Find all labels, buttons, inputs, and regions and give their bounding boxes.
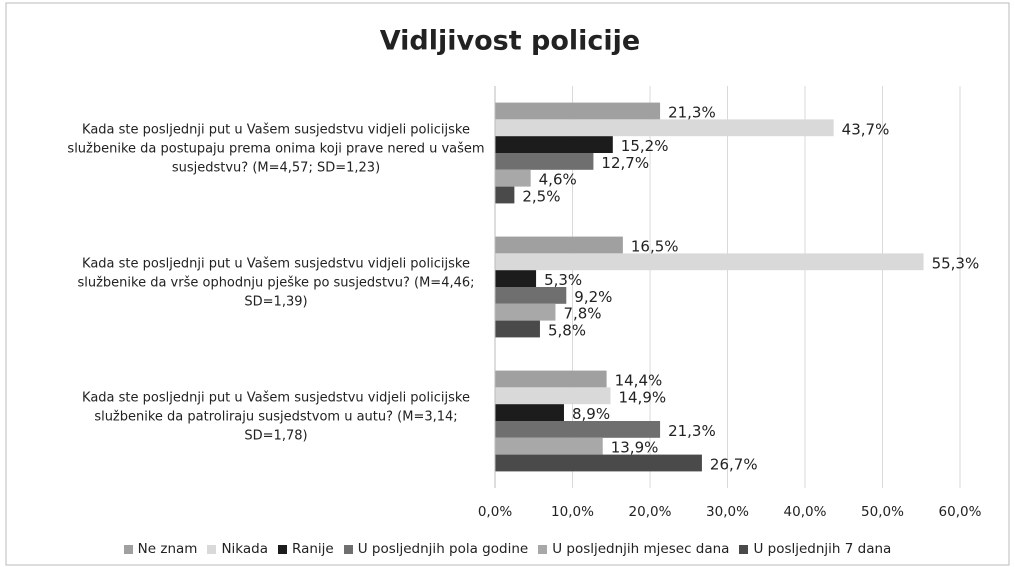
bar: [495, 153, 594, 170]
legend-label: Ranije: [291, 541, 334, 557]
bar: [495, 370, 607, 388]
value-label: 14,4%: [615, 372, 663, 390]
legend-label: U posljednjih mjesec dana: [552, 541, 730, 557]
category-label: Kada ste posljednji put u Vašem susjedst…: [82, 390, 470, 444]
x-tick-label: 40,0%: [784, 504, 827, 520]
x-tick-label: 30,0%: [706, 504, 749, 520]
chart-frame: [5, 2, 1010, 566]
bar: [495, 236, 623, 254]
legend-label: U posljednjih 7 dana: [753, 541, 892, 557]
value-label: 21,3%: [668, 422, 716, 440]
bar: [495, 186, 515, 204]
bar: [495, 287, 567, 304]
value-label: 2,5%: [522, 188, 560, 206]
chart-title: Vidljivost policije: [380, 26, 641, 57]
value-label: 7,8%: [563, 305, 601, 323]
value-label: 16,5%: [631, 238, 679, 256]
legend-swatch: [277, 544, 287, 554]
value-label: 5,8%: [548, 322, 586, 340]
legend-item: U posljednjih pola godine: [343, 541, 529, 557]
category-label: Kada ste posljednji put u Vašem susjedst…: [77, 256, 475, 310]
value-label: 55,3%: [932, 254, 980, 272]
x-tick-label: 20,0%: [629, 504, 672, 520]
value-label: 21,3%: [668, 104, 716, 122]
bar: [495, 102, 661, 120]
bar: [495, 270, 537, 287]
x-tick-label: 10,0%: [551, 504, 594, 520]
bar: [495, 303, 556, 321]
legend-swatch: [207, 544, 217, 554]
legend-item: Ranije: [277, 541, 334, 557]
value-label: 5,3%: [544, 271, 582, 289]
value-label: 26,7%: [710, 456, 758, 474]
legend-item: Nikada: [207, 541, 268, 557]
value-label: 8,9%: [572, 405, 610, 423]
x-tick-label: 0,0%: [478, 504, 512, 520]
bar: [495, 320, 540, 338]
bar: [495, 136, 613, 153]
legend-swatch: [123, 544, 133, 554]
x-tick-label: 50,0%: [861, 504, 904, 520]
legend-label: Nikada: [221, 541, 268, 557]
bar: [495, 169, 531, 187]
bar: [495, 454, 702, 472]
value-label: 9,2%: [574, 288, 612, 306]
value-label: 13,9%: [611, 439, 659, 457]
bar: [495, 421, 661, 438]
x-tick-label: 60,0%: [939, 504, 982, 520]
bar: [495, 253, 924, 271]
bar: [495, 119, 834, 137]
value-label: 15,2%: [621, 137, 669, 155]
value-label: 12,7%: [601, 154, 649, 172]
legend-swatch: [538, 544, 548, 554]
legend-label: U posljednjih pola godine: [357, 541, 529, 557]
bar: [495, 404, 564, 421]
legend-item: U posljednjih mjesec dana: [538, 541, 729, 557]
value-label: 4,6%: [539, 171, 577, 189]
category-label: Kada ste posljednji put u Vašem susjedst…: [67, 122, 485, 176]
bar: [495, 387, 611, 405]
legend-swatch: [343, 544, 353, 554]
legend-item: U posljednjih 7 dana: [739, 541, 891, 557]
legend-label: Ne znam: [137, 541, 198, 557]
legend-swatch: [739, 544, 749, 554]
legend: Ne znam Nikada Ranije U posljednjih pola go…: [0, 541, 1015, 557]
bar: [495, 437, 603, 455]
value-label: 14,9%: [618, 388, 666, 406]
legend-item: Ne znam: [123, 541, 198, 557]
value-label: 43,7%: [842, 120, 890, 138]
